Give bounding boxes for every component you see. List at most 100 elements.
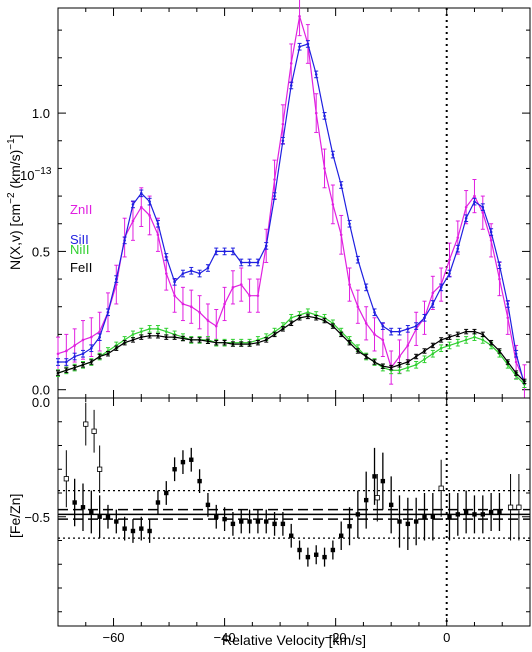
data-point-SiII bbox=[90, 346, 93, 350]
data-point-ZnII bbox=[164, 272, 168, 275]
ratio-point-filled bbox=[455, 512, 461, 517]
data-point-FeII bbox=[239, 342, 243, 346]
data-point-FeII bbox=[498, 349, 501, 353]
data-point-FeII bbox=[464, 330, 468, 333]
data-point-SiII bbox=[106, 310, 110, 314]
data-point-FeII bbox=[514, 371, 518, 375]
data-point-NiII bbox=[423, 357, 426, 361]
data-point-NiII bbox=[464, 338, 468, 342]
data-point-ZnII bbox=[156, 233, 160, 237]
data-point-ZnII bbox=[231, 286, 235, 289]
data-point-SiII bbox=[189, 269, 193, 273]
ratio-point-filled bbox=[405, 521, 411, 527]
ratio-point-filled bbox=[289, 533, 294, 538]
bottom-y-tick-label: 0.0 bbox=[32, 395, 50, 410]
data-point-SiII bbox=[139, 192, 143, 195]
data-point-ZnII bbox=[81, 338, 85, 342]
data-point-FeII bbox=[306, 315, 310, 318]
data-point-ZnII bbox=[56, 352, 60, 356]
data-point-FeII bbox=[448, 335, 451, 339]
data-point-SiII bbox=[289, 84, 293, 87]
data-point-SiII bbox=[464, 216, 468, 220]
data-point-SiII bbox=[364, 286, 368, 289]
data-point-SiII bbox=[73, 355, 76, 358]
data-point-SiII bbox=[148, 200, 151, 203]
data-point-FeII bbox=[331, 324, 335, 328]
data-point-FeII bbox=[131, 338, 135, 342]
ratio-point-filled bbox=[322, 554, 327, 560]
data-point-SiII bbox=[123, 239, 126, 242]
data-point-ZnII bbox=[73, 344, 76, 347]
data-point-FeII bbox=[115, 346, 118, 350]
ratio-point-filled bbox=[122, 526, 127, 531]
data-point-SiII bbox=[498, 263, 501, 267]
data-point-ZnII bbox=[239, 283, 243, 286]
data-point-ZnII bbox=[198, 310, 201, 314]
ratio-point-filled bbox=[139, 526, 144, 531]
data-point-ZnII bbox=[248, 294, 251, 297]
data-point-FeII bbox=[139, 335, 143, 339]
data-point-FeII bbox=[98, 355, 101, 358]
data-point-FeII bbox=[148, 334, 151, 338]
top-ylabel-close: ] bbox=[7, 134, 23, 138]
ratio-point-open bbox=[438, 485, 444, 491]
x-tick-label: −40 bbox=[214, 630, 236, 645]
data-point-SiII bbox=[65, 360, 68, 364]
data-point-FeII bbox=[214, 341, 218, 344]
top-ylabel-mid: (km/s) bbox=[7, 150, 23, 193]
data-point-SiII bbox=[231, 250, 235, 253]
data-point-NiII bbox=[481, 338, 485, 342]
data-point-NiII bbox=[131, 333, 135, 336]
data-point-FeII bbox=[389, 366, 393, 369]
ratio-point-filled bbox=[397, 519, 402, 524]
data-point-SiII bbox=[414, 324, 418, 328]
data-point-NiII bbox=[406, 366, 410, 369]
data-point-FeII bbox=[298, 316, 301, 320]
ratio-point-filled bbox=[97, 514, 102, 519]
data-point-FeII bbox=[189, 338, 193, 342]
series-SiII bbox=[56, 40, 527, 388]
data-point-FeII bbox=[56, 371, 60, 375]
data-point-SiII bbox=[239, 261, 243, 264]
data-point-ZnII bbox=[506, 316, 510, 320]
data-point-SiII bbox=[298, 45, 301, 49]
data-point-FeII bbox=[314, 316, 318, 320]
data-point-SiII bbox=[473, 200, 476, 203]
ratio-point-filled bbox=[472, 512, 477, 517]
ratio-point-filled bbox=[363, 497, 369, 503]
data-point-FeII bbox=[248, 342, 251, 346]
data-point-SiII bbox=[439, 286, 443, 289]
data-point-ZnII bbox=[273, 178, 276, 181]
ratio-point-filled bbox=[413, 519, 419, 524]
ratio-point-filled bbox=[230, 521, 236, 527]
ratio-point-filled bbox=[255, 519, 261, 524]
data-point-ZnII bbox=[139, 205, 143, 209]
data-point-ZnII bbox=[90, 335, 93, 339]
data-point-SiII bbox=[514, 352, 518, 356]
top-y-tick-label: 0.0 bbox=[32, 383, 50, 398]
data-point-SiII bbox=[431, 302, 435, 306]
data-point-FeII bbox=[281, 327, 285, 331]
data-point-FeII bbox=[398, 363, 401, 367]
ratio-point-filled bbox=[347, 524, 352, 529]
top-ylabel-exp1: −2 bbox=[6, 192, 17, 204]
data-point-FeII bbox=[90, 360, 93, 364]
ratio-point-filled bbox=[130, 528, 136, 534]
data-point-SiII bbox=[206, 266, 210, 270]
ratio-point-filled bbox=[430, 514, 436, 519]
data-point-SiII bbox=[489, 230, 493, 234]
data-point-NiII bbox=[289, 316, 293, 320]
data-point-ZnII bbox=[289, 62, 293, 65]
ratio-point-filled bbox=[297, 547, 302, 553]
data-point-NiII bbox=[164, 330, 168, 333]
x-axis-label: Relative Velocity [km/s] bbox=[222, 632, 366, 648]
data-point-ZnII bbox=[223, 302, 226, 306]
data-point-FeII bbox=[289, 322, 293, 325]
data-point-FeII bbox=[473, 330, 476, 333]
data-point-ZnII bbox=[189, 305, 193, 309]
ratio-point-filled bbox=[172, 467, 177, 472]
bottom-ylabel: [Fe/Zn] bbox=[7, 494, 23, 538]
ratio-point-filled bbox=[189, 457, 194, 462]
